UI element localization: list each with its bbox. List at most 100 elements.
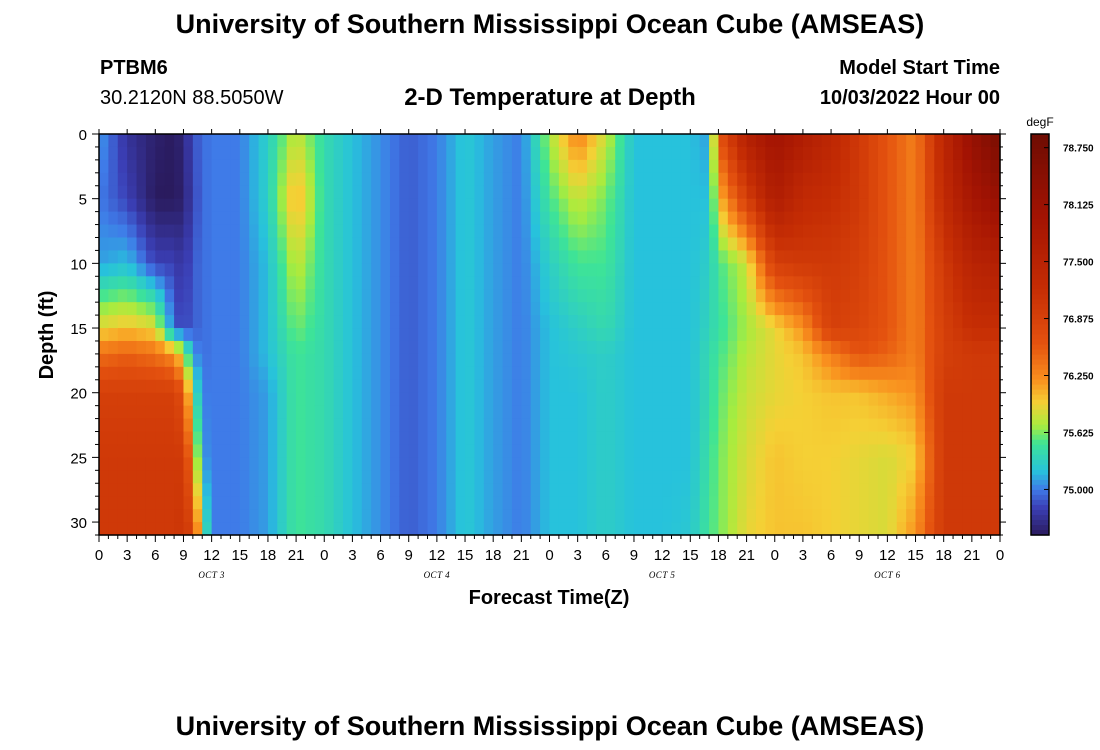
colorbar-segment — [1031, 164, 1049, 170]
heatmap-cell — [615, 496, 626, 510]
heatmap-cell — [652, 509, 663, 523]
heatmap-cell — [755, 276, 766, 290]
heatmap-cell — [596, 224, 607, 239]
colorbar-segment — [1031, 409, 1049, 416]
heatmap-cell — [624, 444, 635, 458]
heatmap-cell — [474, 224, 485, 239]
heatmap-cell — [239, 250, 250, 264]
heatmap-cell — [859, 134, 870, 148]
heatmap-cell — [427, 418, 438, 433]
heatmap-cell — [511, 328, 522, 342]
heatmap-cell — [727, 470, 738, 484]
heatmap-cell — [211, 509, 222, 523]
heatmap-cell — [117, 405, 128, 420]
heatmap-cell — [521, 315, 532, 329]
heatmap-cell — [840, 509, 851, 523]
heatmap-cell — [465, 211, 476, 226]
heatmap-cell — [296, 302, 307, 316]
heatmap-cell — [990, 328, 1001, 342]
heatmap-cell — [990, 392, 1001, 407]
colorbar-segment — [1031, 459, 1049, 466]
heatmap-cell — [258, 198, 269, 213]
heatmap-cell — [737, 457, 748, 471]
heatmap-cell — [108, 289, 119, 303]
heatmap-cell — [352, 418, 363, 433]
heatmap-cell — [990, 470, 1001, 484]
heatmap-cell — [145, 392, 156, 407]
heatmap-cell — [690, 457, 701, 471]
heatmap-cell — [727, 289, 738, 303]
heatmap-cell — [990, 315, 1001, 329]
heatmap-cell — [408, 483, 419, 497]
heatmap-cell — [230, 263, 241, 277]
heatmap-cell — [774, 172, 785, 187]
heatmap-cell — [286, 366, 297, 381]
heatmap-cell — [136, 366, 147, 381]
heatmap-cell — [371, 444, 382, 458]
heatmap-cell — [380, 444, 391, 458]
heatmap-cell — [577, 470, 588, 484]
heatmap-cell — [502, 444, 513, 458]
heatmap-cell — [380, 496, 391, 510]
heatmap-cell — [511, 302, 522, 316]
heatmap-cell — [727, 379, 738, 394]
heatmap-cell — [587, 237, 598, 252]
heatmap-cell — [981, 496, 992, 510]
heatmap-cell — [249, 379, 260, 394]
heatmap-cell — [962, 457, 973, 471]
heatmap-cell — [127, 483, 138, 497]
heatmap-cell — [981, 146, 992, 161]
heatmap-cell — [249, 405, 260, 420]
heatmap-cell — [577, 237, 588, 252]
heatmap-cell — [906, 172, 917, 187]
heatmap-cell — [849, 276, 860, 290]
heatmap-cell — [821, 366, 832, 381]
heatmap-cell — [155, 224, 166, 239]
heatmap-cell — [127, 237, 138, 252]
colorbar-segment — [1031, 429, 1049, 436]
heatmap-cell — [924, 379, 935, 394]
heatmap-cell — [117, 276, 128, 290]
heatmap-cell — [774, 366, 785, 381]
heatmap-cell — [906, 315, 917, 329]
colorbar-segment — [1031, 514, 1049, 521]
heatmap-cell — [155, 457, 166, 471]
heatmap-cell — [990, 302, 1001, 316]
heatmap-cell — [136, 483, 147, 497]
heatmap-cell — [230, 444, 241, 458]
heatmap-cell — [361, 431, 372, 446]
heatmap-cell — [511, 470, 522, 484]
x-tick-label: 21 — [738, 547, 755, 564]
colorbar-segment — [1031, 324, 1049, 331]
heatmap-cell — [887, 379, 898, 394]
heatmap-cell — [934, 470, 945, 484]
heatmap-cell — [765, 159, 776, 174]
heatmap-cell — [652, 134, 663, 148]
heatmap-cell — [258, 159, 269, 174]
heatmap-cell — [436, 522, 447, 536]
heatmap-cell — [680, 470, 691, 484]
heatmap-cell — [511, 483, 522, 497]
heatmap-cell — [690, 366, 701, 381]
heatmap-cell — [568, 159, 579, 174]
heatmap-cell — [399, 315, 410, 329]
heatmap-cell — [699, 276, 710, 290]
heatmap-cell — [680, 315, 691, 329]
heatmap-cell — [521, 405, 532, 420]
heatmap-cell — [737, 328, 748, 342]
heatmap-cell — [981, 172, 992, 187]
heatmap-cell — [971, 159, 982, 174]
colorbar-tick-label: 77.500 — [1063, 258, 1094, 269]
heatmap-cell — [380, 302, 391, 316]
heatmap-cell — [258, 496, 269, 510]
heatmap-cell — [202, 379, 213, 394]
heatmap-cell — [624, 353, 635, 368]
heatmap-cell — [108, 198, 119, 213]
heatmap-cell — [868, 379, 879, 394]
heatmap-cell — [990, 509, 1001, 523]
heatmap-cell — [239, 302, 250, 316]
heatmap-cell — [258, 172, 269, 187]
heatmap-cell — [859, 328, 870, 342]
heatmap-cell — [305, 353, 316, 368]
heatmap-cell — [680, 224, 691, 239]
